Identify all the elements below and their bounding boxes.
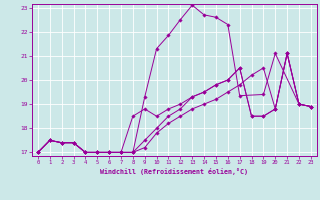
X-axis label: Windchill (Refroidissement éolien,°C): Windchill (Refroidissement éolien,°C)	[100, 168, 248, 175]
